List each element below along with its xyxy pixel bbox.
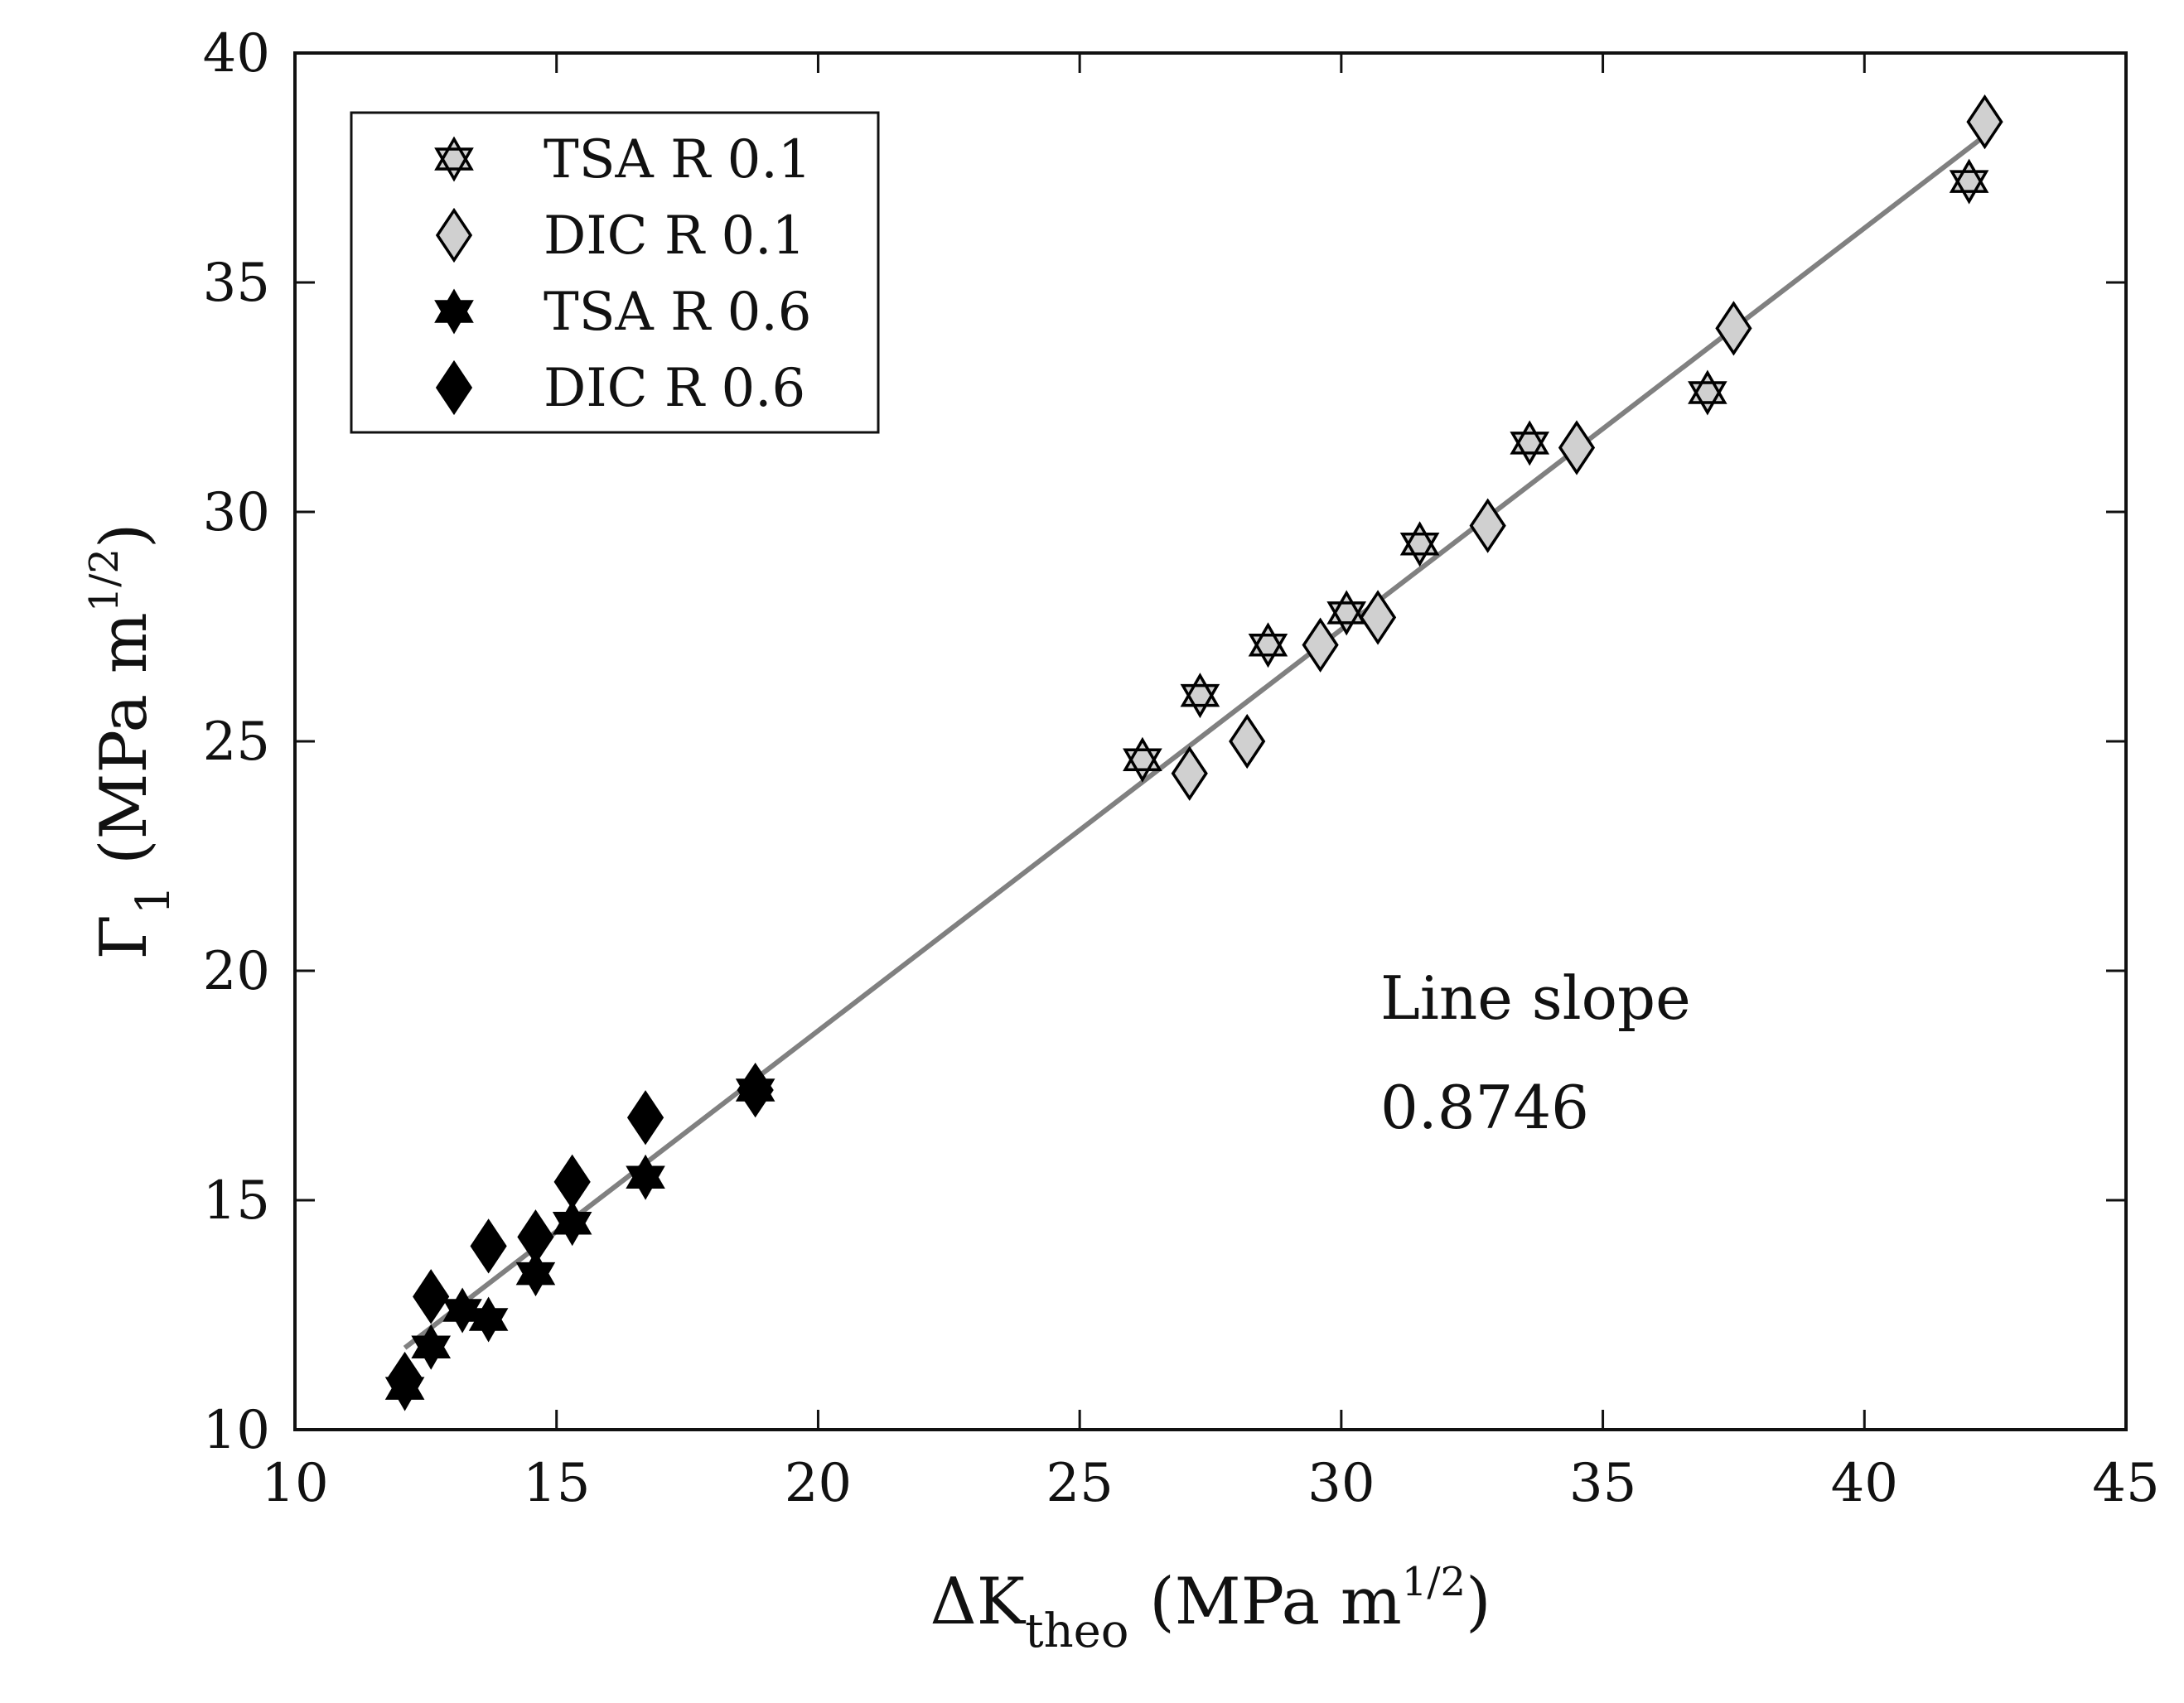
data-point [386, 1351, 423, 1407]
x-tick-label: 45 [2092, 1453, 2159, 1514]
legend-label: DIC R 0.6 [544, 358, 805, 419]
data-point [1715, 301, 1752, 356]
data-point [1469, 498, 1506, 553]
y-title-units: (MPa m [87, 612, 162, 885]
data-point [626, 1154, 665, 1200]
annotation-line-slope: Line slope [1380, 963, 1691, 1033]
data-point [1510, 420, 1550, 466]
legend: TSA R 0.1 DIC R 0.1 TSA R 0.6 DIC R 0.6 [350, 111, 880, 434]
y-tick-label: 35 [203, 253, 270, 314]
x-title-subscript: theo [1025, 1604, 1128, 1658]
data-point [1180, 673, 1220, 719]
data-point [1359, 590, 1397, 645]
legend-marker [434, 136, 474, 182]
x-tick-label: 15 [523, 1453, 590, 1514]
y-tick-label: 40 [203, 23, 270, 84]
x-tick-label: 30 [1307, 1453, 1375, 1514]
legend-marker [435, 359, 473, 416]
data-point [413, 1269, 450, 1324]
data-point [553, 1154, 591, 1209]
y-tick-label: 15 [203, 1170, 270, 1232]
series-dic-r-0-6 [386, 1062, 774, 1407]
y-tick-label: 10 [203, 1400, 270, 1461]
y-tick-label: 20 [203, 941, 270, 1002]
data-point [442, 1287, 482, 1334]
data-point [552, 1200, 592, 1247]
series-dic-r-0-1 [1171, 94, 2003, 801]
x-title-prefix: ΔK [930, 1565, 1026, 1639]
data-point [517, 1209, 554, 1265]
data-point [1558, 420, 1596, 475]
y-title-subscript: 1 [127, 885, 181, 915]
x-tick-label: 20 [785, 1453, 852, 1514]
ticks-layer: 10 15 20 25 30 35 40 45 10 15 20 25 30 35 40 [203, 23, 2160, 1514]
legend-label: DIC R 0.1 [544, 205, 805, 267]
annotation: Line slope 0.8746 [1380, 963, 1691, 1142]
series-tsa-r-0-1 [1123, 158, 1989, 783]
fit-layer [403, 133, 1987, 1350]
data-point [737, 1062, 774, 1118]
data-point [1949, 158, 1989, 205]
data-point [1399, 521, 1440, 567]
y-tick-label: 25 [203, 712, 270, 773]
data-point [1326, 590, 1367, 636]
data-point [1229, 713, 1266, 769]
data-point [468, 1296, 509, 1343]
y-title-prefix: Γ [87, 914, 162, 959]
x-tick-label: 35 [1569, 1453, 1636, 1514]
x-title-units-close: ) [1466, 1565, 1491, 1639]
data-point [1966, 94, 2003, 150]
y-title-units-close: ) [87, 523, 162, 548]
legend-label: TSA R 0.1 [544, 129, 811, 191]
data-point [470, 1218, 507, 1274]
fit-line [403, 133, 1987, 1350]
x-tick-label: 10 [261, 1453, 328, 1514]
data-point [411, 1324, 452, 1370]
x-tick-label: 40 [1831, 1453, 1898, 1514]
data-point [1171, 745, 1208, 801]
y-axis-title: Γ1 (MPa m1/2) [81, 523, 181, 960]
data-point [1688, 369, 1727, 416]
data-point [1123, 736, 1162, 783]
y-tick-label: 30 [203, 482, 270, 543]
points-layer [384, 94, 2003, 1411]
x-title-units: (MPa m [1129, 1565, 1402, 1639]
legend-marker [434, 288, 474, 335]
x-tick-label: 25 [1046, 1453, 1113, 1514]
legend-label: TSA R 0.6 [544, 282, 811, 343]
x-axis-title: ΔKtheo (MPa m1/2) [930, 1559, 1491, 1658]
legend-marker [435, 207, 473, 263]
x-title-superscript: 1/2 [1402, 1559, 1466, 1605]
annotation-slope-value: 0.8746 [1380, 1073, 1589, 1142]
data-point [1248, 622, 1288, 668]
data-point [626, 1090, 664, 1146]
data-point [1302, 617, 1339, 673]
y-title-superscript: 1/2 [81, 548, 128, 612]
